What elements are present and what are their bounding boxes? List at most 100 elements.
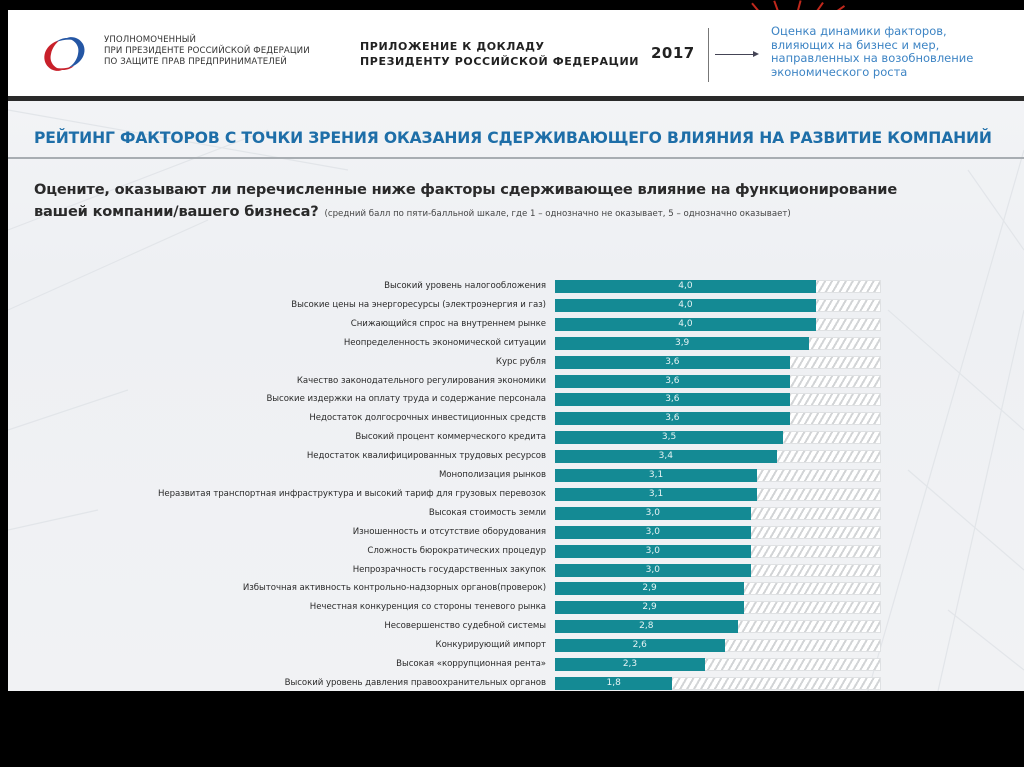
bar-chart: Высокий уровень налогообложения 4,0 Высоки… (8, 278, 1024, 690)
bar-value-label: 3,6 (665, 356, 680, 367)
question-line-2: вашей компании/вашего бизнеса? (средний б… (34, 201, 1014, 225)
bar-value-label: 2,9 (642, 583, 657, 594)
bar (555, 469, 758, 482)
category-label: Высокая «коррупционная рента» (396, 659, 546, 669)
bar-value-label: 4,0 (678, 299, 693, 310)
question-line-1: Оцените, оказывают ли перечисленные ниже… (34, 181, 898, 198)
bar-value-label: 3,6 (665, 394, 680, 405)
bar-value-label: 3,0 (645, 507, 660, 518)
chart-row: Избыточная активность контрольно-надзорн… (8, 580, 1024, 599)
bar (555, 355, 790, 369)
category-label: Курс рубля (495, 356, 546, 367)
bar-value-label: 3,4 (658, 451, 673, 462)
category-label: Неразвитая транспортная инфраструктура и… (158, 488, 546, 499)
bar (555, 412, 790, 426)
chart-row: Недостаток квалифицированных трудовых ре… (8, 448, 1024, 467)
bar-value-label: 3,1 (648, 488, 664, 499)
bar (555, 639, 725, 653)
chart-row: Снижающийся спрос на внутреннем рынке 4,0 (8, 316, 1024, 335)
chart-row: Высокие издержки на оплату труда и содер… (8, 391, 1024, 410)
chart-row: Сложность бюрократических процедур 3,0 (8, 543, 1024, 562)
bar (555, 506, 751, 520)
bar-value-label: 3,0 (645, 564, 660, 575)
bar-value-label: 3,5 (661, 432, 677, 443)
bar (555, 620, 738, 634)
category-label: Высокие издержки на оплату труда и содер… (266, 394, 546, 405)
question-line-2-text: вашей компании/вашего бизнеса? (34, 203, 319, 220)
bar-value-label: 1,8 (606, 677, 621, 688)
category-label: Высокая стоимость земли (428, 507, 546, 518)
chart-row: Качество законодательного регулирования … (8, 373, 1024, 392)
bar (555, 317, 816, 331)
letterbox-bottom (0, 691, 1024, 767)
chart-row: Высокий процент коммерческого кредита 3,5 (8, 429, 1024, 448)
subtitle-line-2: влияющих на бизнес и мер, (771, 37, 940, 52)
category-label: Изношенность и отсутствие оборудования (352, 526, 546, 537)
bar (555, 658, 705, 671)
report-subtitle: Оценка динамики факторов, влияющих на би… (771, 24, 1001, 79)
report-year: 2017 (651, 44, 695, 62)
bar (555, 298, 816, 312)
bar-value-label: 3,0 (645, 545, 660, 556)
report-title: Приложение к докладу Президенту Российск… (360, 39, 639, 69)
category-label: Недостаток квалифицированных трудовых ре… (306, 451, 546, 462)
category-label: Сложность бюрократических процедур (367, 545, 546, 556)
chart-row: Курс рубля 3,6 (8, 354, 1024, 373)
header: Уполномоченный при Президенте Российской… (8, 10, 1024, 101)
org-line-1: Уполномоченный (104, 35, 196, 45)
chart-row: Высокая «коррупционная рента» 2,3 (8, 656, 1024, 675)
organization-name: Уполномоченный при Президенте Российской… (104, 35, 310, 68)
subtitle-line-4: экономического роста (771, 64, 908, 79)
chart-row: Изношенность и отсутствие оборудования 3,… (8, 524, 1024, 543)
chart-row: Монополизация рынков 3,1 (8, 467, 1024, 486)
bar-value-label: 4,0 (678, 281, 693, 291)
bar (555, 601, 745, 615)
bar-value-label: 3,0 (645, 526, 660, 537)
bar-value-label: 2,8 (639, 621, 654, 632)
survey-question: Оцените, оказывают ли перечисленные ниже… (34, 179, 1014, 225)
bar-value-label: 3,6 (665, 413, 680, 424)
chart-row: Неопределенность экономической ситуации 3… (8, 335, 1024, 354)
chart-row: Высокий уровень давления правоохранитель… (8, 675, 1024, 691)
bar (555, 525, 751, 539)
category-label: Несовершенство судебной системы (384, 621, 546, 632)
report-title-line-2: Президенту Российской Федерации (360, 55, 640, 68)
bar-value-label: 2,9 (642, 602, 657, 613)
bar (555, 487, 758, 501)
subtitle-line-1: Оценка динамики факторов, (771, 24, 947, 38)
arrow-right-icon (715, 51, 759, 57)
bar (555, 336, 810, 350)
bar-value-label: 2,3 (622, 659, 638, 669)
header-divider (708, 28, 709, 82)
chart-row: Нечестная конкуренция со стороны теневог… (8, 599, 1024, 618)
chart-row: Недостаток долгосрочных инвестиционных с… (8, 410, 1024, 429)
ombudsman-logo-icon (44, 37, 85, 71)
bar (555, 676, 673, 690)
category-label: Высокие цены на энергоресурсы (электроэн… (291, 299, 546, 310)
category-label: Качество законодательного регулирования … (296, 375, 546, 386)
category-label: Неопределенность экономической ситуации (343, 337, 546, 348)
bar (555, 450, 777, 464)
category-label: Снижающийся спрос на внутреннем рынке (350, 318, 546, 329)
slide: Уполномоченный при Президенте Российской… (8, 10, 1024, 691)
question-note: (средний балл по пяти-балльной шкале, гд… (324, 209, 791, 219)
bar (555, 582, 745, 596)
bar (555, 280, 816, 293)
bar (555, 563, 751, 577)
category-label: Высокий уровень налогообложения (384, 281, 546, 291)
bar (555, 544, 751, 558)
org-line-3: по защите прав предпринимателей (104, 57, 287, 67)
bar-value-label: 3,6 (665, 375, 680, 386)
category-label: Недостаток долгосрочных инвестиционных с… (309, 413, 546, 424)
category-label: Монополизация рынков (438, 470, 546, 480)
bar-value-label: 3,1 (648, 470, 664, 480)
category-label: Высокий процент коммерческого кредита (355, 432, 546, 443)
category-label: Высокий уровень давления правоохранитель… (284, 677, 546, 688)
category-label: Конкурирующий импорт (435, 640, 547, 651)
chart-row: Высокие цены на энергоресурсы (электроэн… (8, 297, 1024, 316)
chart-row: Конкурирующий импорт 2,6 (8, 637, 1024, 656)
org-line-2: при Президенте Российской Федерации (104, 46, 310, 56)
chart-row: Несовершенство судебной системы 2,8 (8, 618, 1024, 637)
subtitle-line-3: направленных на возобновление (771, 51, 974, 65)
category-label: Нечестная конкуренция со стороны теневог… (309, 602, 546, 613)
